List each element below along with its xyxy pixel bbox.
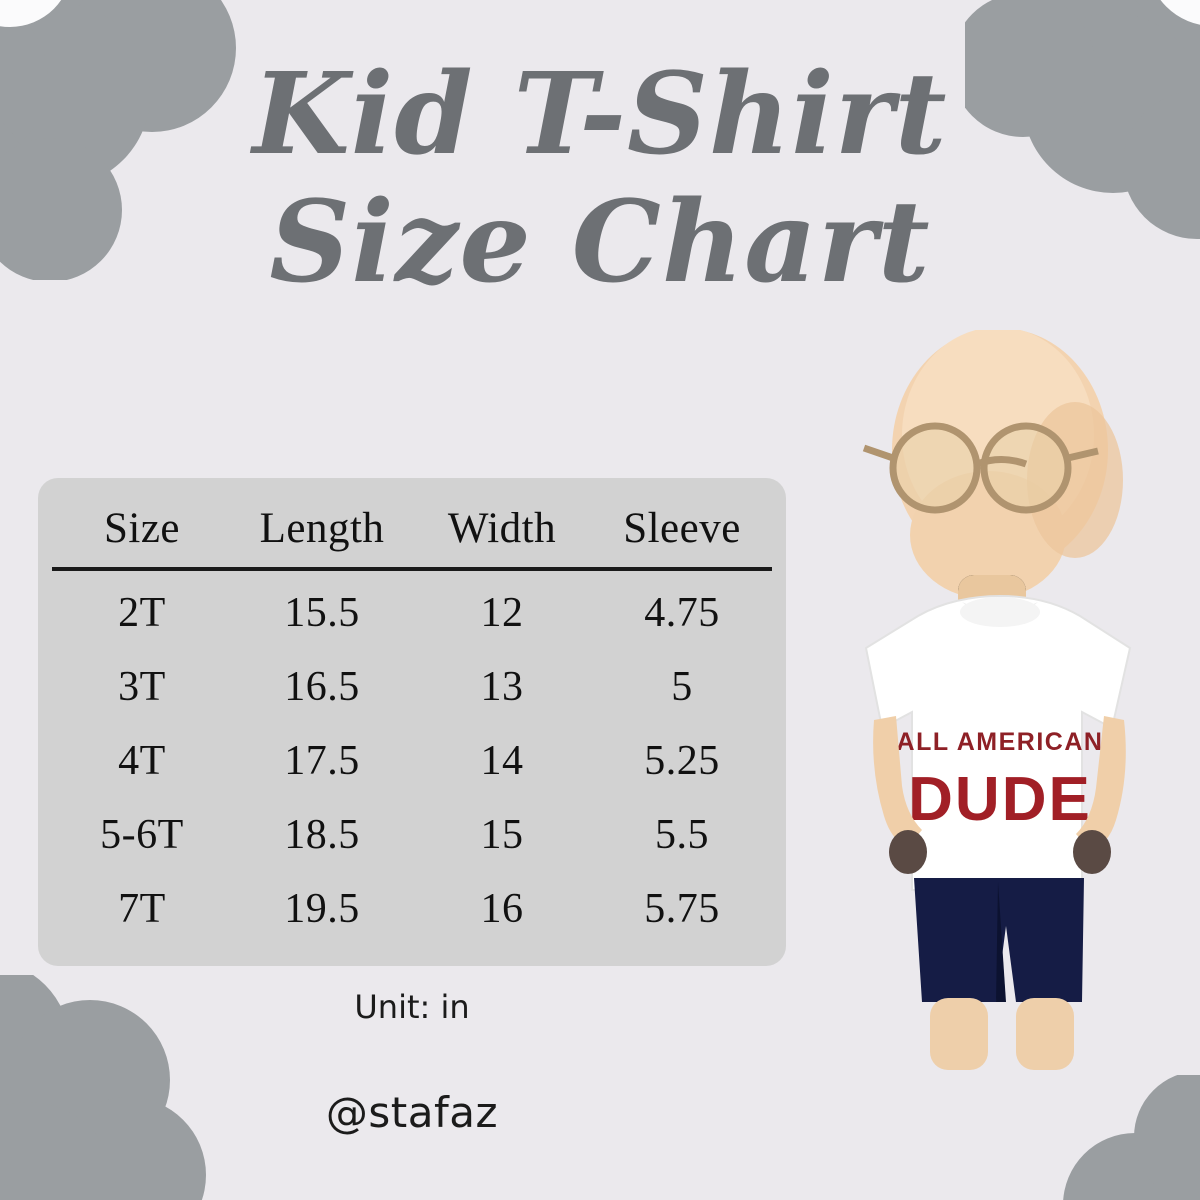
table-row: 5-6T 18.5 15 5.5 <box>52 798 772 872</box>
cell-size: 3T <box>118 664 166 710</box>
cell-sleeve: 5.25 <box>644 738 720 784</box>
cell-width: 13 <box>480 664 524 710</box>
cloud-decoration-bottom-right <box>1040 1075 1200 1200</box>
table-row: 4T 17.5 14 5.25 <box>52 724 772 798</box>
page-title: Kid T-Shirt Size Chart <box>0 49 1200 309</box>
cell-width: 14 <box>480 738 524 784</box>
cell-size: 2T <box>118 590 166 636</box>
column-header-length: Length <box>259 505 385 552</box>
cell-length: 15.5 <box>284 590 360 636</box>
cell-sleeve: 5.75 <box>644 886 720 932</box>
table-body: 2T 15.5 12 4.75 3T 16.5 13 5 4T 17.5 14 … <box>52 569 772 946</box>
table-header-row: Size Length Width Sleeve <box>52 500 772 569</box>
table-row: 7T 19.5 16 5.75 <box>52 872 772 946</box>
table-row: 3T 16.5 13 5 <box>52 650 772 724</box>
cell-length: 18.5 <box>284 812 360 858</box>
column-header-width: Width <box>447 505 557 552</box>
shirt-print-main: DUDE <box>908 765 1092 834</box>
title-line-1: Kid T-Shirt <box>252 49 948 180</box>
cell-size: 7T <box>118 886 166 932</box>
glasses-icon <box>862 422 1099 514</box>
table-row: 2T 15.5 12 4.75 <box>52 569 772 650</box>
cell-sleeve: 5.5 <box>655 812 709 858</box>
shirt-print-top: ALL AMERICAN <box>897 728 1104 756</box>
title-line-2: Size Chart <box>269 177 931 309</box>
cell-width: 12 <box>480 590 524 636</box>
cell-width: 15 <box>480 812 524 858</box>
size-table: Size Length Width Sleeve 2T 15.5 12 4.75… <box>52 500 772 946</box>
unit-label: Unit: in <box>354 988 470 1026</box>
cell-size: 4T <box>118 738 166 784</box>
social-handle: @stafaz <box>325 1088 499 1137</box>
cell-length: 17.5 <box>284 738 360 784</box>
size-chart-table-panel: Size Length Width Sleeve 2T 15.5 12 4.75… <box>38 478 786 966</box>
table-header: Size Length Width Sleeve <box>52 500 772 569</box>
cell-sleeve: 5 <box>671 664 693 710</box>
cell-length: 19.5 <box>284 886 360 932</box>
column-header-size: Size <box>103 505 181 552</box>
cell-sleeve: 4.75 <box>644 590 720 636</box>
cell-width: 16 <box>480 886 524 932</box>
cell-length: 16.5 <box>284 664 360 710</box>
cell-size: 5-6T <box>100 812 184 858</box>
child-model-photo: ALL AMERICAN DUDE <box>830 330 1190 1070</box>
column-header-sleeve: Sleeve <box>623 505 741 552</box>
